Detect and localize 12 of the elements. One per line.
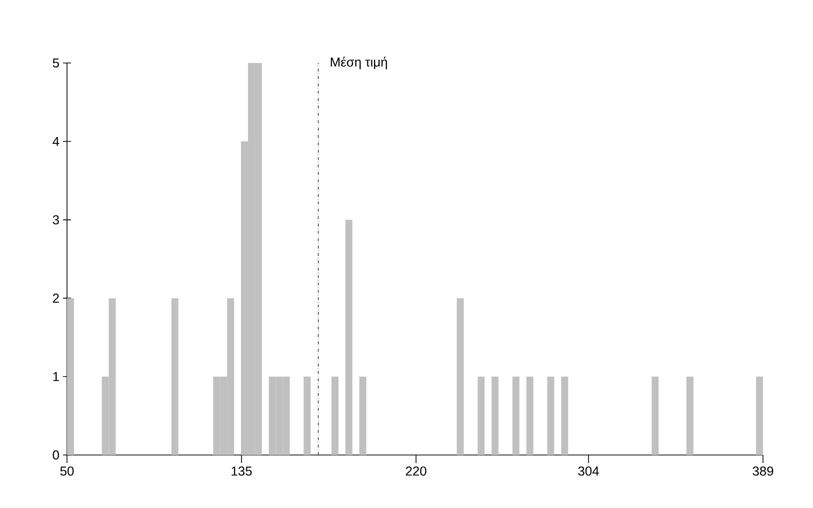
y-tick-label: 3 (52, 215, 59, 224)
x-tick-label: 50 (60, 466, 74, 476)
y-tick-label: 5 (52, 58, 59, 68)
x-tick-label: 220 (406, 466, 426, 476)
x-tick-label: 304 (578, 466, 599, 476)
x-tick-label: 135 (232, 466, 252, 476)
y-tick-label: 1 (53, 372, 59, 382)
y-tick-label: 2 (52, 294, 59, 303)
y-tick-label: 0 (52, 450, 59, 460)
y-tick-label: 4 (52, 136, 60, 146)
x-tick-label: 389 (752, 466, 774, 476)
ref-line-label: Μέση τιμή (330, 56, 387, 70)
